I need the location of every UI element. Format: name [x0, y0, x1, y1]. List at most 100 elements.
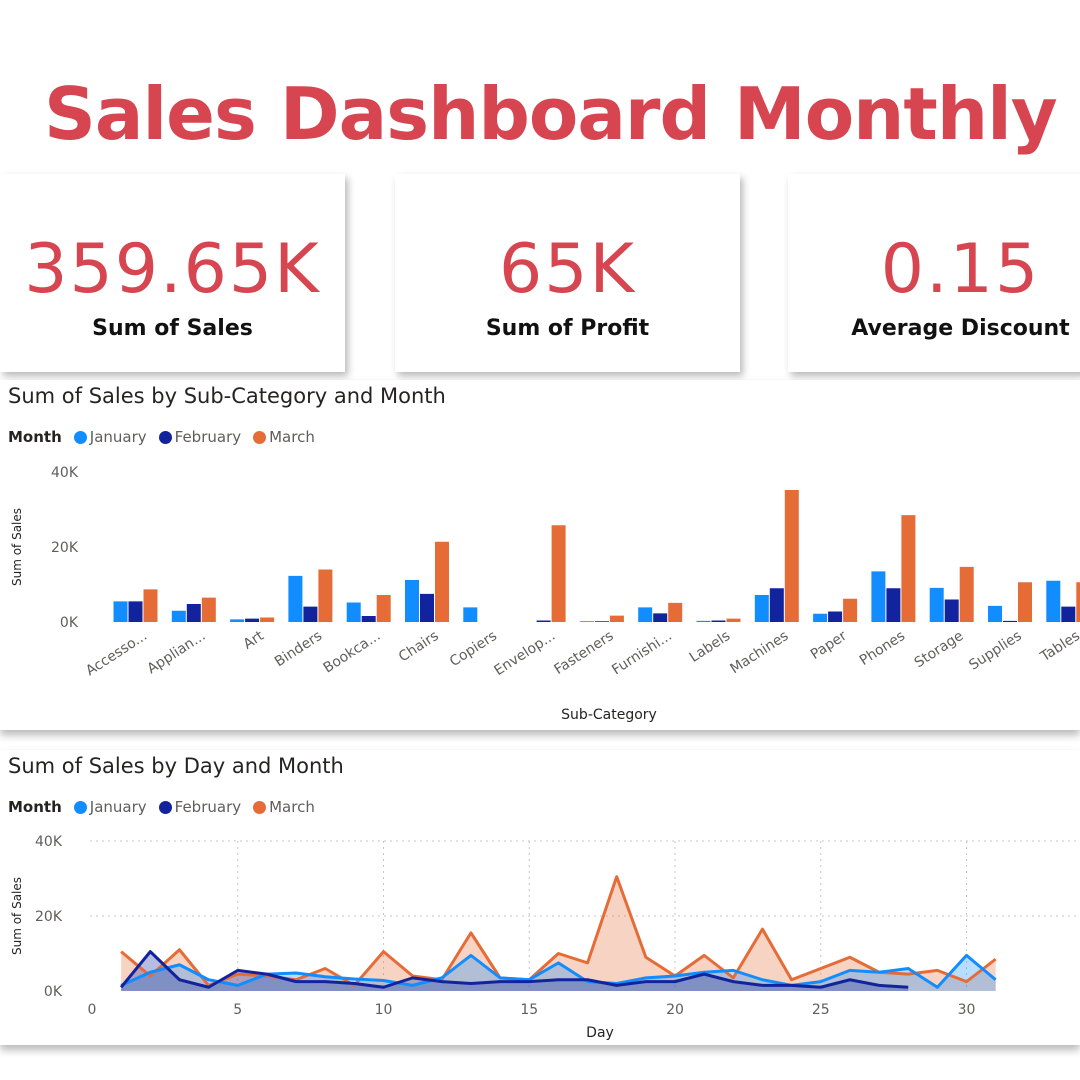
bar-chart[interactable]: 40K 20K 0K Sum of Sales Accesso...Applian...… [0, 380, 1080, 730]
y-axis-title: Sum of Sales [10, 877, 24, 955]
bar-february [1061, 606, 1076, 622]
chart-legend: Month January February March [8, 428, 321, 446]
bar-january [754, 595, 769, 622]
kpi-card-discount[interactable]: 0.15 Average Discount [788, 174, 1080, 372]
x-tick-label: Binders [272, 628, 325, 670]
bar-march [668, 602, 683, 622]
bar-january [171, 610, 186, 622]
kpi-label: Sum of Profit [485, 316, 650, 341]
x-tick-label: Bookca... [321, 628, 384, 677]
legend-item-january[interactable]: January [72, 428, 147, 446]
y-tick-label: 20K [35, 909, 63, 925]
y-tick-label: 40K [35, 834, 63, 850]
x-tick-label: Tables [1037, 628, 1080, 666]
bar-february [303, 606, 318, 622]
bar-chart-panel[interactable]: Sum of Sales by Sub-Category and Month M… [0, 380, 1080, 730]
bar-march [201, 597, 216, 622]
kpi-label: Sum of Sales [92, 316, 253, 341]
bar-march [1076, 582, 1080, 622]
chart-legend: Month January February March [8, 798, 321, 816]
bar-march [901, 515, 916, 622]
bar-february [594, 621, 609, 622]
bar-february [245, 618, 260, 622]
bar-february [536, 620, 551, 622]
bar-january [288, 575, 303, 622]
x-tick-label: Envelop... [491, 628, 558, 679]
bar-february [1003, 620, 1017, 622]
line-march [120, 875, 997, 987]
bar-february [128, 601, 143, 622]
bar-february [769, 588, 784, 622]
legend-item-february[interactable]: February [157, 798, 241, 816]
y-tick-label: 40K [51, 465, 79, 481]
bar-march [376, 595, 391, 622]
x-tick-label: 5 [233, 1002, 242, 1018]
legend-dot-icon [73, 800, 87, 814]
bar-march [143, 589, 158, 622]
bar-january [113, 601, 128, 622]
bar-march [318, 569, 333, 622]
legend-label: February [174, 428, 242, 446]
y-tick-label: 0K [60, 615, 79, 631]
chart-title: Sum of Sales by Day and Month [8, 754, 344, 778]
x-tick-label: 30 [958, 1002, 976, 1018]
chart-title: Sum of Sales by Sub-Category and Month [8, 384, 446, 408]
bar-january [230, 619, 245, 622]
legend-item-march[interactable]: March [251, 798, 315, 816]
bar-february [944, 599, 959, 622]
x-tick-label: 15 [520, 1002, 538, 1018]
legend-item-march[interactable]: March [251, 428, 315, 446]
x-tick-label: Fasteners [551, 628, 616, 678]
bar-january [929, 587, 944, 622]
x-tick-label: 10 [375, 1002, 393, 1018]
x-tick-label: Copiers [447, 628, 500, 670]
bar-january [988, 605, 1002, 622]
legend-dot-icon [158, 430, 172, 444]
bar-march [260, 617, 275, 622]
bar-february [828, 611, 843, 622]
bar-march [726, 618, 741, 622]
kpi-card-profit[interactable]: 65K Sum of Profit [395, 174, 740, 372]
bar-january [463, 607, 478, 622]
area-chart[interactable]: 40K 20K 0K 0 5 10 15 20 25 30 Sum of Sales Day [0, 750, 1080, 1045]
x-axis-title: Sub-Category [561, 707, 657, 723]
bar-march [843, 598, 858, 622]
bar-january [1046, 580, 1061, 622]
legend-title: Month [8, 798, 62, 816]
x-tick-label: Paper [808, 628, 850, 663]
bar-february [886, 588, 901, 622]
legend-label: February [174, 798, 242, 816]
kpi-value: 359.65K [24, 230, 321, 309]
area-chart-panel[interactable]: Sum of Sales by Day and Month Month Janu… [0, 750, 1080, 1045]
x-tick-label: 0 [88, 1002, 97, 1018]
x-tick-label: Phones [857, 628, 908, 669]
x-tick-label: Furnishi... [609, 628, 675, 678]
legend-dot-icon [253, 800, 267, 814]
line-february [119, 950, 909, 989]
x-tick-label: Supplies [966, 628, 1024, 674]
bar-march [435, 541, 449, 622]
legend-dot-icon [253, 430, 267, 444]
x-tick-label: 20 [666, 1002, 684, 1018]
bar-march [551, 525, 566, 622]
bar-january [579, 621, 594, 622]
bar-february [420, 593, 434, 622]
kpi-card-sales[interactable]: 359.65K Sum of Sales [0, 174, 345, 372]
bar-february [361, 616, 376, 622]
legend-item-january[interactable]: January [72, 798, 147, 816]
bar-january [405, 580, 419, 622]
bar-january [638, 607, 653, 622]
area-february [121, 951, 909, 991]
x-axis-title: Day [586, 1025, 614, 1041]
legend-label: March [269, 798, 315, 816]
x-tick-label: Machines [727, 628, 791, 677]
bar-january [696, 620, 711, 622]
legend-dot-icon [158, 800, 172, 814]
bar-february [711, 620, 726, 622]
legend-item-february[interactable]: February [157, 428, 241, 446]
kpi-value: 65K [498, 230, 637, 309]
legend-title: Month [8, 428, 62, 446]
x-tick-label: Storage [912, 628, 967, 671]
bar-february [186, 604, 201, 622]
bar-march [959, 566, 974, 622]
